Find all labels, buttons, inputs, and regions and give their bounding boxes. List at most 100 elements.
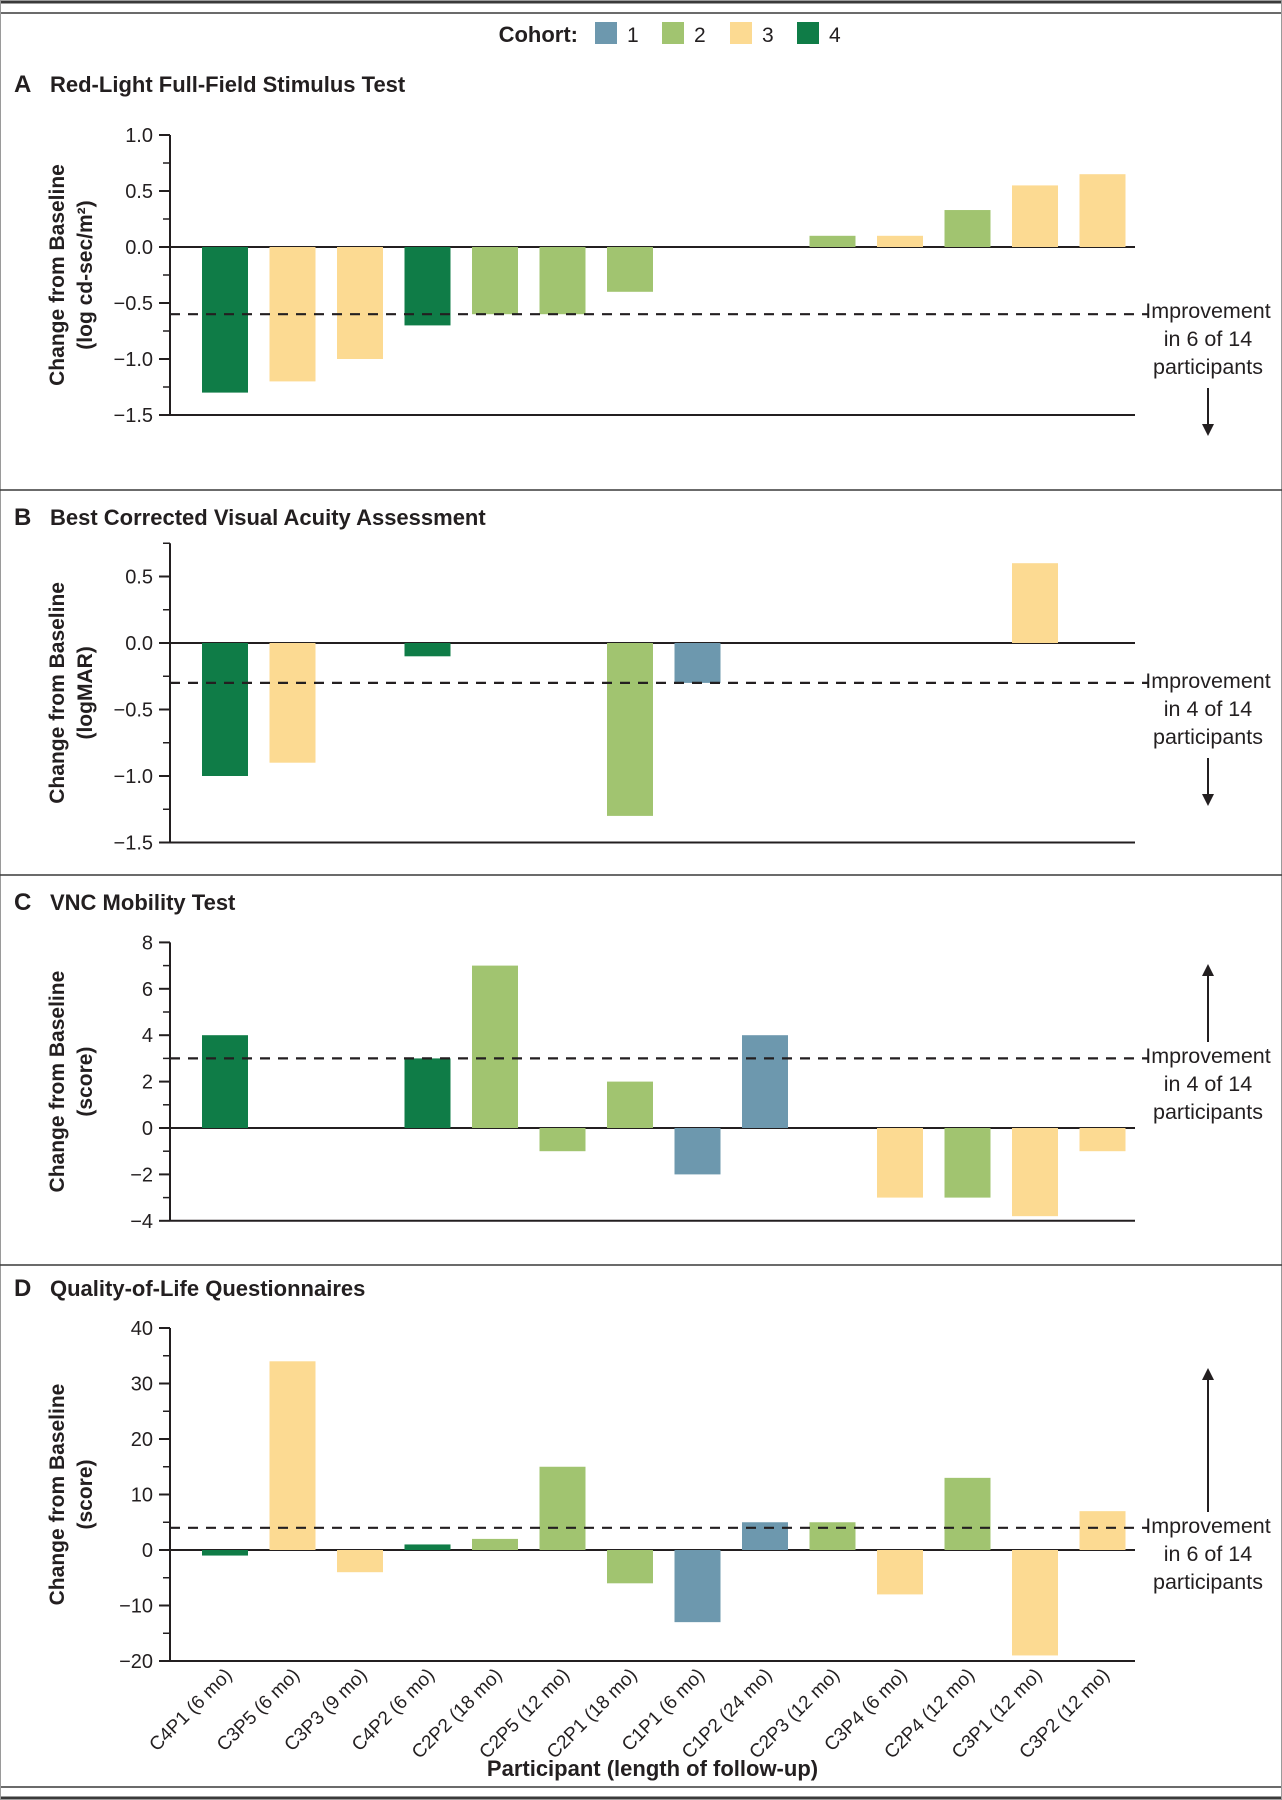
bar-C1P1 — [674, 1128, 721, 1175]
y-tick-label: 8 — [142, 932, 153, 954]
panel-c-y-axis: 8 6 4 2 0 −2 −4 — [130, 932, 171, 1233]
y-tick-label: 6 — [142, 979, 153, 1001]
bar-C3P2 — [1079, 1128, 1126, 1152]
bar-C2P2 — [472, 965, 518, 1128]
panel-b: B Best Corrected Visual Acuity Assessment… — [14, 504, 1271, 855]
bar-C2P4 — [944, 210, 991, 247]
legend-num-cohort-4: 4 — [829, 24, 841, 47]
panel-a-title: Red-Light Full-Field Stimulus Test — [50, 72, 406, 97]
bar-C2P1 — [607, 1550, 653, 1584]
y-tick-label: −10 — [119, 1596, 153, 1618]
bar-C3P2 — [1079, 1511, 1126, 1550]
y-tick-label: −0.5 — [114, 293, 153, 315]
panel-a-bars — [202, 174, 1126, 393]
bar-C3P3 — [337, 247, 383, 359]
annotation-line: participants — [1153, 355, 1263, 379]
legend-swatch-cohort-2-icon — [662, 22, 684, 44]
panel-a-letter: A — [14, 71, 31, 98]
bar-C2P2 — [472, 1538, 518, 1550]
bar-C2P5 — [539, 247, 586, 315]
panel-b-ylabel-line2: (logMAR) — [74, 646, 97, 739]
panel-d-bars — [202, 1361, 1126, 1656]
legend-swatch-cohort-4-icon — [797, 22, 819, 44]
y-tick-label: 10 — [131, 1485, 153, 1507]
bar-C3P1 — [1012, 1550, 1058, 1656]
bar-C4P2 — [404, 1058, 451, 1128]
panel-c-ylabel-line2: (score) — [74, 1047, 97, 1117]
legend-item-cohort-3: 3 — [730, 22, 774, 47]
panel-a-improvement-annotation: Improvement in 6 of 14 participants — [1145, 299, 1271, 436]
y-tick-label: 2 — [142, 1072, 153, 1094]
bar-C4P1 — [202, 247, 248, 393]
bar-C4P2 — [404, 643, 451, 657]
y-tick-label: −1.0 — [114, 349, 153, 371]
panel-b-bars — [202, 563, 1058, 816]
y-tick-label: −0.5 — [114, 700, 153, 722]
legend-item-cohort-2: 2 — [662, 22, 706, 47]
bar-C4P1 — [202, 643, 248, 776]
panel-d-improvement-annotation: Improvement in 6 of 14 participants — [1145, 1368, 1271, 1594]
panel-d-letter: D — [14, 1275, 31, 1302]
bar-C4P2 — [404, 247, 451, 326]
y-tick-label: −1.0 — [114, 766, 153, 788]
bar-C1P1 — [674, 643, 721, 683]
panel-b-ylabel-line1: Change from Baseline — [46, 582, 69, 804]
annotation-line: Improvement — [1145, 669, 1270, 693]
y-tick-label: 0.5 — [125, 181, 153, 203]
bar-C2P5 — [539, 1128, 586, 1152]
annotation-line: Improvement — [1145, 1514, 1270, 1538]
bar-C2P3 — [809, 1522, 856, 1550]
legend-num-cohort-2: 2 — [694, 24, 706, 47]
bar-C2P1 — [607, 247, 653, 292]
panel-a-ylabel-line2: (log cd-sec/m²) — [74, 200, 97, 349]
bar-C3P1 — [1012, 563, 1058, 643]
arrow-up-icon — [1202, 1368, 1214, 1380]
panel-a-ylabel-line1: Change from Baseline — [46, 164, 69, 386]
bar-C3P3 — [337, 1550, 383, 1573]
panel-d-title: Quality-of-Life Questionnaires — [50, 1276, 365, 1301]
arrow-down-icon — [1202, 794, 1214, 806]
bar-C2P2 — [472, 247, 518, 315]
bar-C2P4 — [944, 1128, 991, 1198]
panel-b-improvement-annotation: Improvement in 4 of 14 participants — [1145, 669, 1271, 806]
bar-C1P1 — [674, 1550, 721, 1623]
panel-d-ylabel-line1: Change from Baseline — [46, 1384, 69, 1606]
annotation-line: participants — [1153, 1570, 1263, 1594]
bar-C3P4 — [877, 235, 923, 247]
annotation-line: in 4 of 14 — [1164, 697, 1252, 721]
bar-C2P1 — [607, 1081, 653, 1128]
bar-C3P5 — [269, 247, 316, 382]
arrow-up-icon — [1202, 964, 1214, 976]
bar-C3P1 — [1012, 185, 1058, 247]
y-tick-label: 4 — [142, 1025, 153, 1047]
panel-c-title: VNC Mobility Test — [50, 890, 236, 915]
panel-c: C VNC Mobility Test Change from Baseline (s… — [14, 889, 1271, 1233]
legend-title: Cohort: — [499, 22, 578, 47]
y-tick-label: 0 — [142, 1118, 153, 1140]
bar-C3P5 — [269, 643, 316, 763]
panel-d-y-axis: 40 30 20 10 0 −10 −20 — [119, 1318, 171, 1673]
cohort-legend: Cohort: 1 2 3 4 — [499, 22, 841, 47]
y-tick-label: 1.0 — [125, 125, 153, 147]
bar-C1P2 — [742, 1522, 788, 1550]
legend-swatch-cohort-3-icon — [730, 22, 752, 44]
bar-C3P2 — [1079, 174, 1126, 247]
bar-C2P5 — [539, 1466, 586, 1550]
y-tick-label: −20 — [119, 1651, 153, 1673]
annotation-line: in 6 of 14 — [1164, 1542, 1252, 1566]
y-tick-label: −2 — [130, 1164, 153, 1186]
bar-C4P2 — [404, 1544, 451, 1550]
bar-C4P1 — [202, 1035, 248, 1128]
legend-item-cohort-4: 4 — [797, 22, 841, 47]
y-tick-label: −4 — [130, 1211, 153, 1233]
annotation-line: participants — [1153, 1100, 1263, 1124]
bar-C3P4 — [877, 1128, 923, 1198]
y-tick-label: 30 — [131, 1374, 153, 1396]
panel-a: A Red-Light Full-Field Stimulus Test Chang… — [14, 71, 1271, 436]
legend-num-cohort-1: 1 — [627, 24, 639, 47]
bar-C2P3 — [809, 235, 856, 247]
bar-C2P1 — [607, 643, 653, 816]
panel-a-y-axis: 1.0 0.5 0.0 −0.5 −1.0 −1.5 — [114, 125, 171, 427]
